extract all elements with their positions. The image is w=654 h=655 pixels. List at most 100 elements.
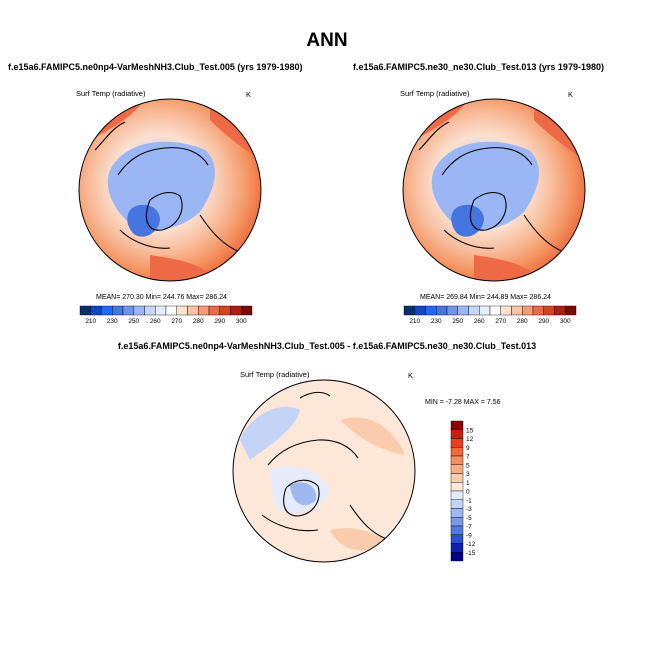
panel3-field-background: [233, 380, 415, 562]
panel2-variable: Surf Temp (radiative): [400, 89, 470, 98]
panel2-units: K: [568, 90, 574, 99]
panel1-colorbar-box: [79, 305, 91, 316]
panel1-colorbar-box: [101, 305, 113, 316]
panel2-colorbar-tick-label: 290: [538, 318, 549, 325]
panel3-colorbar-tick-label: -12: [466, 541, 476, 548]
panel1-colorbar-box: [112, 305, 124, 316]
panel1-colorbar-box: [219, 305, 231, 316]
panel3-colorbar-tick-label: 15: [466, 427, 474, 434]
panel2-colorbar-tick-label: 210: [409, 318, 420, 325]
panel3-negative-region-w: [240, 406, 300, 460]
panel3-map: [232, 379, 416, 563]
figure-title: ANN: [306, 30, 348, 51]
panel1-colorbar-box: [133, 305, 145, 316]
panel1-colorbar-box: [165, 305, 177, 316]
panel2-coastlines: [418, 121, 565, 253]
panel1-title: f.e15a6.FAMIPC5.ne0np4-VarMeshNH3.Club_T…: [8, 62, 303, 72]
panel3-colorbar: 15 12 9 75 3 1 0-1 -3 -5 -7-9 -12 -15: [450, 420, 476, 562]
panel3-colorbar-tick-label: -7: [466, 524, 472, 531]
panel2-colorbar-tick-label: 230: [431, 318, 442, 325]
panel2-colorbar-box: [565, 305, 577, 316]
panel1-stats: MEAN= 270.30 Min= 244.76 Max= 286.24: [96, 294, 227, 301]
panel3-colorbar-box: [450, 482, 464, 492]
panel2-colorbar: 210 230 250 260 270 280 290 300: [403, 305, 577, 325]
panel2-map-border: [402, 98, 586, 282]
panel1-colorbar-box: [208, 305, 220, 316]
panel2-colorbar-tick-label: 260: [474, 318, 485, 325]
panel3-colorbar-box: [450, 490, 464, 500]
panel3-colorbar-box: [450, 447, 464, 457]
panel1-units: K: [246, 90, 252, 99]
panel3-colorbar-tick-label: -15: [466, 550, 476, 557]
panel3-colorbar-box: [450, 455, 464, 465]
panel3-stats: MIN = -7.28 MAX = 7.56: [425, 399, 501, 406]
panel1-colorbar-tick-label: 230: [107, 318, 118, 325]
panel3-colorbar-tick-label: 5: [466, 462, 470, 469]
panel3-colorbar-tick-label: 3: [466, 471, 470, 478]
panel1-colorbar-box: [155, 305, 167, 316]
panel1-colorbar: 210 230 250 260 270 280 290 300: [79, 305, 253, 325]
panel1-colorbar-box: [144, 305, 156, 316]
panel3-colorbar-box: [450, 464, 464, 474]
panel3-units: K: [408, 371, 414, 380]
panel2-colorbar-box: [403, 305, 415, 316]
panel3-colorbar-tick-label: -1: [466, 497, 472, 504]
panel1-colorbar-tick-label: 270: [171, 318, 182, 325]
panel1-colorbar-box: [241, 305, 253, 316]
panel2-colorbar-box: [554, 305, 566, 316]
panel2-colorbar-box: [414, 305, 426, 316]
panel2-colorbar-tick-label: 270: [495, 318, 506, 325]
panel3-colorbar-tick-label: 12: [466, 436, 474, 443]
panel1-map: [78, 98, 262, 282]
panel3-colorbar-box: [450, 508, 464, 518]
panel3-colorbar-tick-label: -3: [466, 506, 472, 513]
panel2-colorbar-box: [532, 305, 544, 316]
panel1-colorbar-tick-label: 260: [150, 318, 161, 325]
panel2-colorbar-box: [468, 305, 480, 316]
panel1-colorbar-box: [187, 305, 199, 316]
panel3-positive-region-ne: [340, 417, 405, 455]
panel1-colorbar-tick-label: 250: [128, 318, 139, 325]
panel3-colorbar-box: [450, 438, 464, 448]
panel1-colorbar-box: [122, 305, 134, 316]
panel3-map-border: [232, 379, 416, 563]
panel3-colorbar-box: [450, 429, 464, 439]
panel2-colorbar-box: [457, 305, 469, 316]
panel2-colorbar-box: [543, 305, 555, 316]
panel3-colorbar-box: [450, 543, 464, 553]
panel1-coastlines: [94, 121, 241, 253]
panel2-colorbar-tick-label: 250: [452, 318, 463, 325]
panel1-colorbar-tick-label: 280: [193, 318, 204, 325]
panel2-colorbar-tick-label: 280: [517, 318, 528, 325]
panel3-colorbar-tick-label: -5: [466, 515, 472, 522]
panel1-colorbar-box: [90, 305, 102, 316]
panel3-colorbar-tick-label: 1: [466, 480, 470, 487]
panel1-colorbar-tick-label: 290: [214, 318, 225, 325]
panel3-colorbar-box: [450, 473, 464, 483]
panel3-colorbar-tick-label: 0: [466, 489, 470, 496]
panel3-coastlines: [261, 391, 391, 541]
panel3-negative-region-core: [290, 482, 317, 506]
panel3-positive-region-s: [330, 528, 390, 551]
panel3-colorbar-box: [450, 552, 464, 562]
panel2-colorbar-tick-label: 300: [560, 318, 571, 325]
panel3-colorbar-box: [450, 534, 464, 544]
panel3-colorbar-box: [450, 499, 464, 509]
panel1-colorbar-box: [230, 305, 242, 316]
panel3-variable: Surf Temp (radiative): [240, 370, 310, 379]
panel1-colorbar-box: [176, 305, 188, 316]
panel1-map-border: [78, 98, 262, 282]
panel2-colorbar-box: [425, 305, 437, 316]
panel2-colorbar-box: [489, 305, 501, 316]
panel2-colorbar-box: [500, 305, 512, 316]
panel3-colorbar-box: [450, 420, 464, 430]
panel1-colorbar-box: [198, 305, 210, 316]
panel2-colorbar-box: [522, 305, 534, 316]
panel1-colorbar-tick-label: 300: [236, 318, 247, 325]
panel3-colorbar-box: [450, 517, 464, 527]
panel2-colorbar-box: [446, 305, 458, 316]
panel1-variable: Surf Temp (radiative): [76, 89, 146, 98]
panel2-stats: MEAN= 269.84 Min= 244.89 Max= 286.24: [420, 294, 551, 301]
panel3-title: f.e15a6.FAMIPC5.ne0np4-VarMeshNH3.Club_T…: [117, 341, 537, 351]
